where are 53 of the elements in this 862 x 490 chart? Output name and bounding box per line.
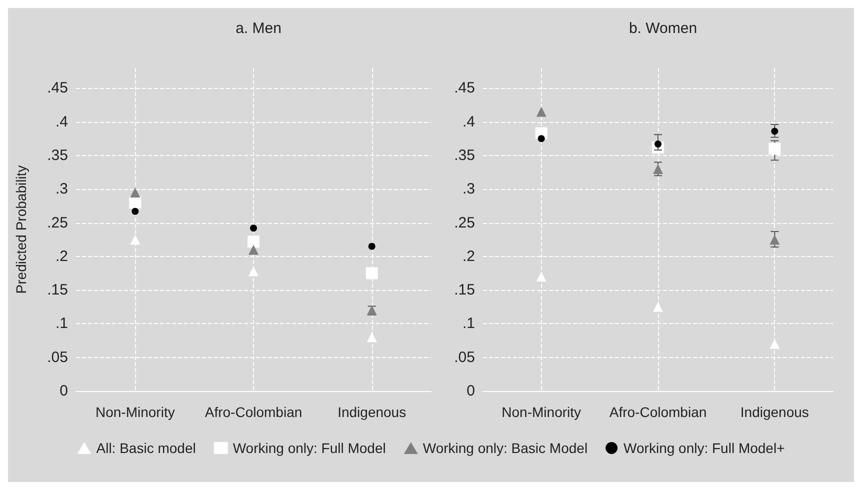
x-tick-label: Non-Minority xyxy=(502,404,582,420)
y-tick-label: .25 xyxy=(47,214,68,232)
point xyxy=(130,234,140,245)
y-tick-label: .1 xyxy=(462,315,475,332)
legend-label: All: Basic model xyxy=(96,440,196,456)
y-tick-label: .05 xyxy=(47,348,68,366)
point xyxy=(768,142,781,155)
point xyxy=(248,266,258,276)
point xyxy=(132,208,139,215)
x-tick-label: Indigenous xyxy=(740,404,809,420)
point xyxy=(770,234,780,245)
y-tick-label: .35 xyxy=(454,146,475,164)
x-tick-label: Afro-Colombian xyxy=(609,404,707,420)
y-tick-label: .3 xyxy=(462,180,475,198)
y-tick-label: .15 xyxy=(47,282,68,299)
y-tick-label: 0 xyxy=(466,382,475,400)
y-tick-label: .1 xyxy=(55,315,68,332)
point xyxy=(536,272,546,282)
point xyxy=(248,236,260,248)
x-tick-label: Non-Minority xyxy=(95,404,175,420)
point xyxy=(653,302,663,312)
y-axis-title: Predicted Probability xyxy=(13,165,29,294)
y-tick-label: .2 xyxy=(55,248,68,265)
chart-title: b. Women xyxy=(628,20,698,37)
y-tick-label: 0 xyxy=(60,382,68,400)
point xyxy=(653,164,663,174)
point xyxy=(366,267,378,280)
point xyxy=(250,224,257,232)
point xyxy=(771,128,778,135)
y-tick-label: .05 xyxy=(454,348,475,366)
legend-label: Working only: Basic Model xyxy=(422,440,588,456)
y-tick-label: .4 xyxy=(55,113,68,130)
point xyxy=(536,106,546,117)
x-tick-label: Indigenous xyxy=(338,404,406,420)
point xyxy=(770,338,780,349)
y-tick-label: .25 xyxy=(454,214,475,232)
legend-label: Working only: Full Model+ xyxy=(624,440,785,456)
y-tick-label: .35 xyxy=(47,146,68,164)
point xyxy=(248,244,258,255)
y-tick-label: .2 xyxy=(462,248,475,265)
point xyxy=(130,187,140,198)
point xyxy=(129,196,142,209)
x-tick-label: Afro-Colombian xyxy=(204,404,302,420)
y-tick-label: .45 xyxy=(47,80,68,97)
point xyxy=(538,135,545,142)
y-tick-label: .15 xyxy=(454,282,475,299)
y-tick-label: .45 xyxy=(454,80,475,97)
point xyxy=(368,242,376,250)
y-tick-label: .3 xyxy=(55,180,68,198)
legend-label: Working only: Full Model xyxy=(232,440,386,456)
point xyxy=(366,332,377,342)
chart-title: a. Men xyxy=(236,20,282,37)
y-tick-label: .4 xyxy=(462,113,475,130)
